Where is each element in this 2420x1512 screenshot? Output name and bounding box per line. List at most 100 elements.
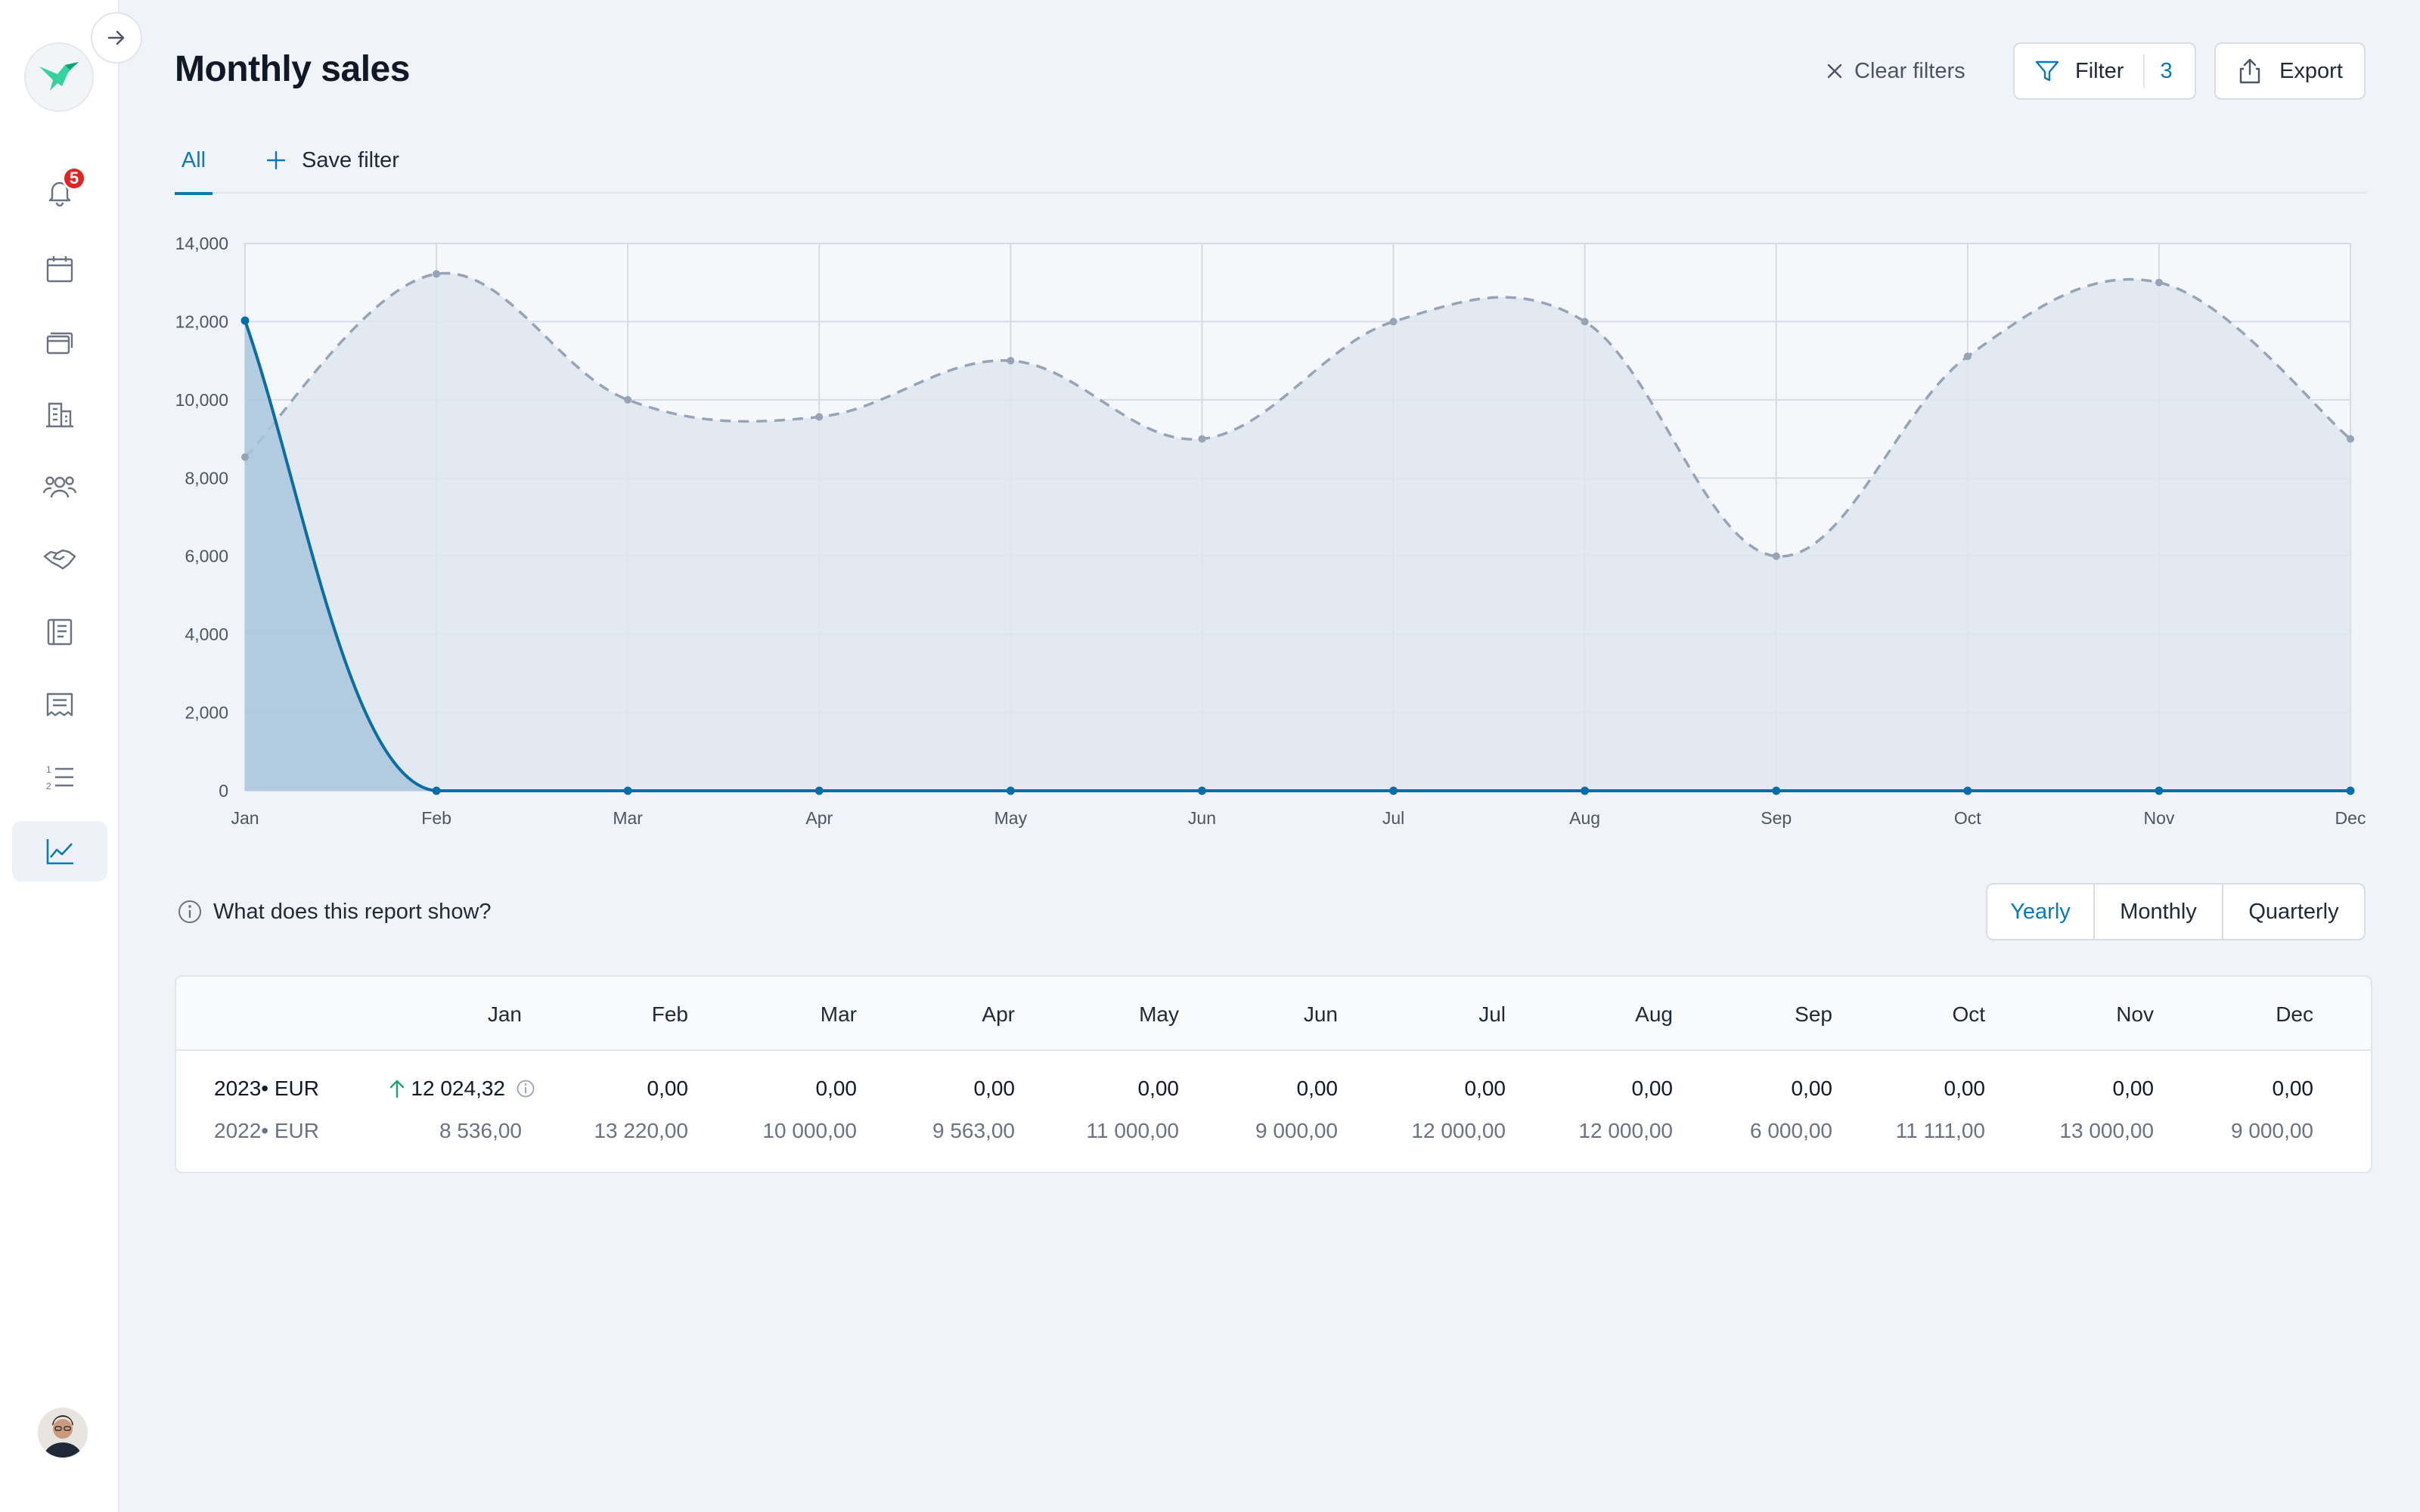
hummingbird-logo-icon — [39, 62, 79, 91]
series-2023-point — [1197, 786, 1206, 795]
table-header-month: Sep — [1795, 1002, 1832, 1026]
period-toggle: Yearly Monthly Quarterly — [1986, 883, 2366, 940]
series-2022-point — [1007, 357, 1015, 365]
period-monthly-button[interactable]: Monthly — [2095, 885, 2223, 939]
table-cell: 0,00 — [1791, 1077, 1833, 1100]
sidebar-item-contacts[interactable] — [12, 457, 107, 517]
y-tick-label: 12,000 — [175, 311, 228, 331]
filter-funnel-icon — [2035, 60, 2059, 82]
svg-text:2: 2 — [46, 781, 51, 792]
table-header-month: Mar — [820, 1002, 857, 1026]
save-filter-label: Save filter — [302, 147, 399, 172]
series-2023-point — [240, 316, 250, 325]
x-tick-label: Nov — [2143, 808, 2174, 828]
y-tick-label: 6,000 — [185, 547, 228, 566]
series-2022-point — [241, 453, 249, 461]
plus-icon — [266, 150, 286, 170]
series-2023-point — [2346, 786, 2355, 795]
filter-button-label: Filter — [2075, 58, 2124, 83]
sidebar-item-ledger[interactable] — [12, 602, 107, 662]
arrow-up-icon — [390, 1080, 405, 1098]
y-tick-label: 0 — [219, 781, 228, 801]
filter-divider — [2143, 54, 2145, 88]
sidebar-item-lists[interactable]: 1 2 — [12, 747, 107, 807]
sidebar-item-stack[interactable] — [12, 311, 107, 372]
series-2022-point — [1389, 318, 1398, 326]
series-2023-point — [814, 786, 824, 795]
x-tick-label: Dec — [2335, 808, 2366, 828]
numbered-list-icon: 1 2 — [46, 764, 73, 792]
x-tick-label: Oct — [1954, 808, 1981, 828]
table-cell: 0,00 — [647, 1077, 689, 1100]
table-cell: 12 000,00 — [1578, 1119, 1673, 1142]
info-circle-icon — [178, 900, 201, 923]
export-button-label: Export — [2279, 58, 2343, 83]
table-cell: 8 536,00 — [439, 1119, 522, 1142]
y-tick-label: 14,000 — [175, 234, 228, 253]
handshake-icon — [43, 549, 76, 570]
share-upload-icon — [2239, 58, 2260, 84]
table-cell: 0,00 — [2112, 1077, 2155, 1100]
table-cell: 0,00 — [1137, 1077, 1180, 1100]
series-2022-point — [2155, 278, 2163, 287]
series-2023-point — [432, 786, 441, 795]
series-2022-point — [624, 395, 632, 404]
sidebar-item-reports[interactable] — [12, 821, 107, 881]
y-tick-label: 4,000 — [185, 624, 228, 644]
stack-icon — [46, 332, 73, 355]
clear-filters-button[interactable]: Clear filters — [1826, 47, 1965, 95]
x-tick-label: Sep — [1761, 808, 1792, 828]
report-info-label: What does this report show? — [213, 899, 492, 924]
sidebar-item-notifications[interactable]: 5 — [12, 162, 107, 222]
sidebar-item-invoices[interactable] — [12, 674, 107, 735]
y-tick-label: 10,000 — [175, 390, 228, 410]
people-icon — [42, 476, 77, 498]
period-quarterly-button[interactable]: Quarterly — [2248, 899, 2339, 924]
filter-button[interactable]: Filter 3 — [2013, 42, 2196, 100]
export-button[interactable]: Export — [2214, 42, 2366, 100]
table-row-label: 2023• EUR — [214, 1077, 319, 1100]
table-header-month: Dec — [2276, 1002, 2313, 1026]
user-avatar[interactable] — [38, 1408, 88, 1458]
notification-count-badge: 5 — [62, 166, 86, 191]
table-cell: 0,00 — [1631, 1077, 1674, 1100]
clear-filters-label: Clear filters — [1854, 58, 1965, 83]
series-2022-point — [815, 413, 824, 421]
series-2022-point — [433, 270, 441, 278]
series-2023-point — [1006, 786, 1015, 795]
sidebar-item-deals[interactable] — [12, 529, 107, 590]
series-2023-point — [1772, 786, 1781, 795]
svg-text:1: 1 — [46, 764, 51, 775]
period-yearly-button[interactable]: Yearly — [1987, 885, 2095, 939]
series-2022-line — [244, 271, 2352, 558]
table-header-row: Jan Feb Mar Apr May Jun Jul Aug Sep Oct Nov Dec — [176, 977, 2371, 1051]
table-header-month: Feb — [651, 1002, 688, 1026]
table-cell: 6 000,00 — [1750, 1119, 1832, 1142]
sidebar-item-calendar[interactable] — [12, 239, 107, 299]
x-tick-label: Jul — [1382, 808, 1404, 828]
table-cell-trend: 12 024,32 — [388, 1077, 535, 1101]
table-header-month: Oct — [1952, 1002, 1985, 1026]
x-tick-label: Apr — [805, 808, 833, 828]
table-header-month: Nov — [2116, 1002, 2154, 1026]
table-cell: 0,00 — [1296, 1077, 1339, 1100]
series-2022-point — [1198, 435, 1206, 443]
chart-line-icon — [46, 839, 73, 865]
y-tick-label: 8,000 — [185, 468, 228, 488]
table-header-month: Apr — [982, 1002, 1015, 1026]
table-cell: 0,00 — [2272, 1077, 2314, 1100]
table-cell: 13 220,00 — [594, 1119, 688, 1142]
app-logo[interactable] — [24, 42, 94, 112]
report-info-link[interactable]: What does this report show? — [177, 895, 492, 928]
info-circle-icon[interactable] — [516, 1079, 535, 1098]
series-2022-point — [1963, 352, 1972, 361]
x-tick-label: Jan — [231, 808, 259, 828]
tab-all[interactable]: All — [175, 127, 213, 195]
sidebar-expand-button[interactable] — [91, 12, 142, 64]
table-cell: 13 000,00 — [2059, 1119, 2154, 1142]
sidebar-item-companies[interactable] — [12, 384, 107, 445]
table-cell: 0,00 — [973, 1077, 1016, 1100]
series-2023-point — [2155, 786, 2164, 795]
save-filter-button[interactable]: Save filter — [265, 127, 399, 194]
table-cell: 9 000,00 — [1255, 1119, 1338, 1142]
